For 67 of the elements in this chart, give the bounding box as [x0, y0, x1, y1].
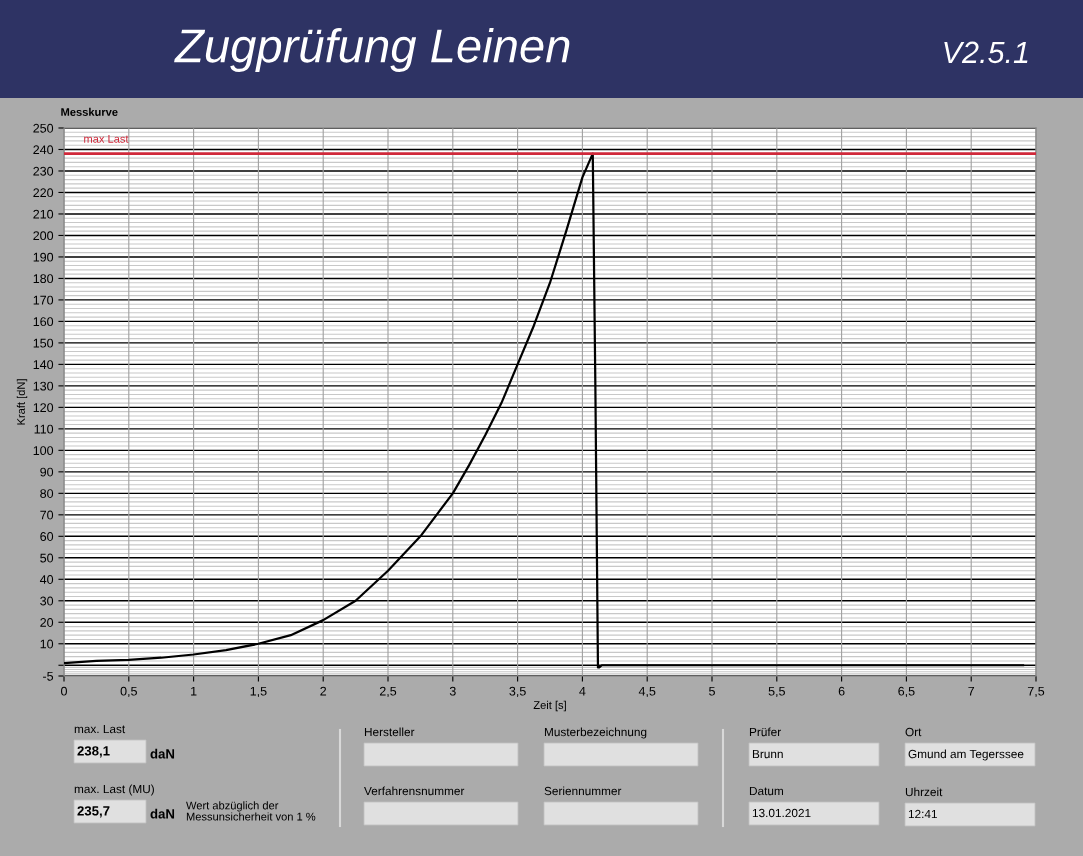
- text: max. Last: [74, 724, 126, 734]
- y-tick-label: 60: [40, 532, 54, 541]
- y-tick-label: 50: [40, 553, 54, 563]
- x-tick-label: 3: [449, 686, 456, 696]
- y-tick-label: 210: [33, 209, 54, 219]
- y-tick-label: 180: [33, 274, 54, 284]
- y-tick-label: 30: [40, 596, 54, 606]
- text: Verfahrensnummer: [364, 786, 465, 796]
- text: Brunn: [752, 749, 783, 759]
- y-tick-label: 130: [33, 381, 54, 391]
- y-tick-label: 230: [33, 166, 54, 176]
- text: Gmund am Tegerssee: [908, 749, 1024, 761]
- x-tick-label: 5,5: [768, 686, 785, 698]
- y-tick-label: 110: [34, 424, 54, 434]
- chart-title: Zugprüfung Leinen: [174, 27, 570, 73]
- x-tick-label: 7: [968, 686, 975, 696]
- x-tick-label: 0,5: [120, 686, 137, 698]
- y-tick-label: 170: [33, 295, 54, 305]
- x-tick-label: 5: [709, 686, 715, 696]
- x-tick-label: 7,5: [1027, 686, 1045, 698]
- x-tick-label: 2: [320, 686, 327, 696]
- x-axis-title: Zeit [s]: [533, 700, 566, 712]
- y-tick-label: -5: [43, 671, 54, 681]
- x-tick-label: 1,5: [250, 686, 267, 698]
- text: Wert abzüglich der Messunsicherheit von 1 %: [186, 801, 316, 821]
- x-tick-label: 2,5: [379, 686, 397, 698]
- ref-line-label: max Last: [84, 135, 129, 143]
- y-tick-label: 240: [33, 145, 54, 155]
- y-tick-label: 40: [39, 575, 54, 584]
- chart-subtitle: Messkurve: [61, 107, 118, 116]
- y-tick-label: 190: [33, 252, 54, 262]
- x-tick-label: 1: [191, 686, 197, 696]
- y-tick-label: 160: [33, 317, 54, 327]
- y-tick-label: 250: [33, 123, 54, 133]
- y-tick-label: 70: [40, 510, 54, 520]
- x-tick-label: 3,5: [509, 686, 526, 698]
- x-tick-label: 0: [61, 686, 67, 696]
- text: Uhrzeit: [905, 787, 943, 797]
- y-tick-label: 10: [40, 639, 54, 649]
- text: Musterbezeichnung: [544, 727, 647, 739]
- text: Datum: [749, 786, 783, 796]
- x-tick-label: 4: [579, 686, 586, 696]
- text: 235,7: [77, 806, 110, 818]
- y-tick-label: 80: [40, 489, 54, 498]
- text: Prüfer: [749, 727, 781, 737]
- text: 13.01.2021: [752, 808, 811, 818]
- text: 12:41: [908, 809, 937, 819]
- text: 238,1: [77, 746, 110, 758]
- y-tick-label: 140: [33, 360, 54, 370]
- text: max. Last (MU): [74, 784, 154, 796]
- y-axis-title: Kraft [dN]: [16, 379, 28, 425]
- y-tick-label: 120: [33, 403, 54, 413]
- text: daN: [150, 748, 175, 759]
- y-tick-label: 220: [33, 188, 54, 198]
- text: daN: [150, 808, 175, 819]
- y-tick-label: 200: [33, 231, 54, 241]
- x-tick-label: 6,5: [898, 686, 915, 698]
- y-tick-label: 150: [33, 338, 54, 348]
- text: Seriennummer: [544, 786, 622, 796]
- y-tick-label: 90: [40, 467, 54, 477]
- text: V2.5.1: [944, 41, 1028, 64]
- x-tick-label: 4,5: [638, 686, 656, 698]
- y-tick-label: 20: [40, 618, 54, 627]
- y-tick-label: 100: [33, 446, 54, 456]
- text: Ort: [905, 727, 922, 737]
- text: Hersteller: [364, 727, 415, 737]
- x-tick-label: 6: [838, 686, 845, 696]
